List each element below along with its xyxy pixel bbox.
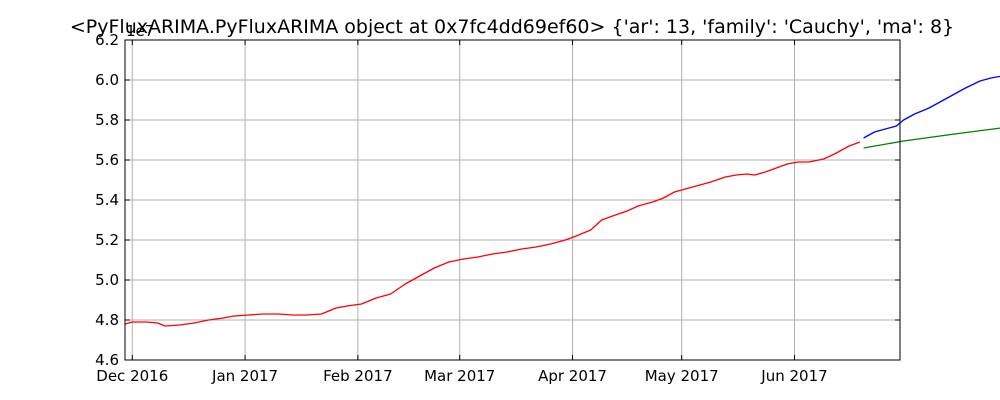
y-tick-label: 4.6 [95, 351, 119, 369]
y-tick-label: 5.0 [95, 271, 119, 289]
y-tick-label: 5.6 [95, 151, 119, 169]
grid-layer [125, 40, 900, 360]
series-layer [124, 75, 1000, 327]
y-offset-label: 1e7 [126, 22, 154, 40]
y-tick-label: 6.0 [95, 71, 119, 89]
x-tick-label: Apr 2017 [538, 367, 607, 385]
x-tick-label: Mar 2017 [424, 367, 495, 385]
y-tick-label: 4.8 [95, 311, 119, 329]
chart-title: <PyFluxARIMA.PyFluxARIMA object at 0x7fc… [70, 16, 954, 38]
x-tick-label: Jan 2017 [211, 367, 278, 385]
y-tick-label: 5.8 [95, 111, 119, 129]
x-tick-label: Dec 2016 [96, 367, 168, 385]
y-tick-label: 6.2 [95, 31, 119, 49]
series-line-forecast [863, 75, 1000, 139]
tick-layer: 4.6 4.8 5.0 5.2 5.4 5.6 5.8 6.0 6.2 Dec 2016 Jan 2… [95, 31, 900, 385]
x-tick-label: May 2017 [645, 367, 719, 385]
y-tick-label: 5.2 [95, 231, 119, 249]
x-tick-label: Feb 2017 [323, 367, 393, 385]
series-line-baseline [863, 127, 1000, 149]
series-line-actual [124, 141, 861, 327]
y-tick-label: 5.4 [95, 191, 119, 209]
x-tick-label: Jun 2017 [760, 367, 827, 385]
